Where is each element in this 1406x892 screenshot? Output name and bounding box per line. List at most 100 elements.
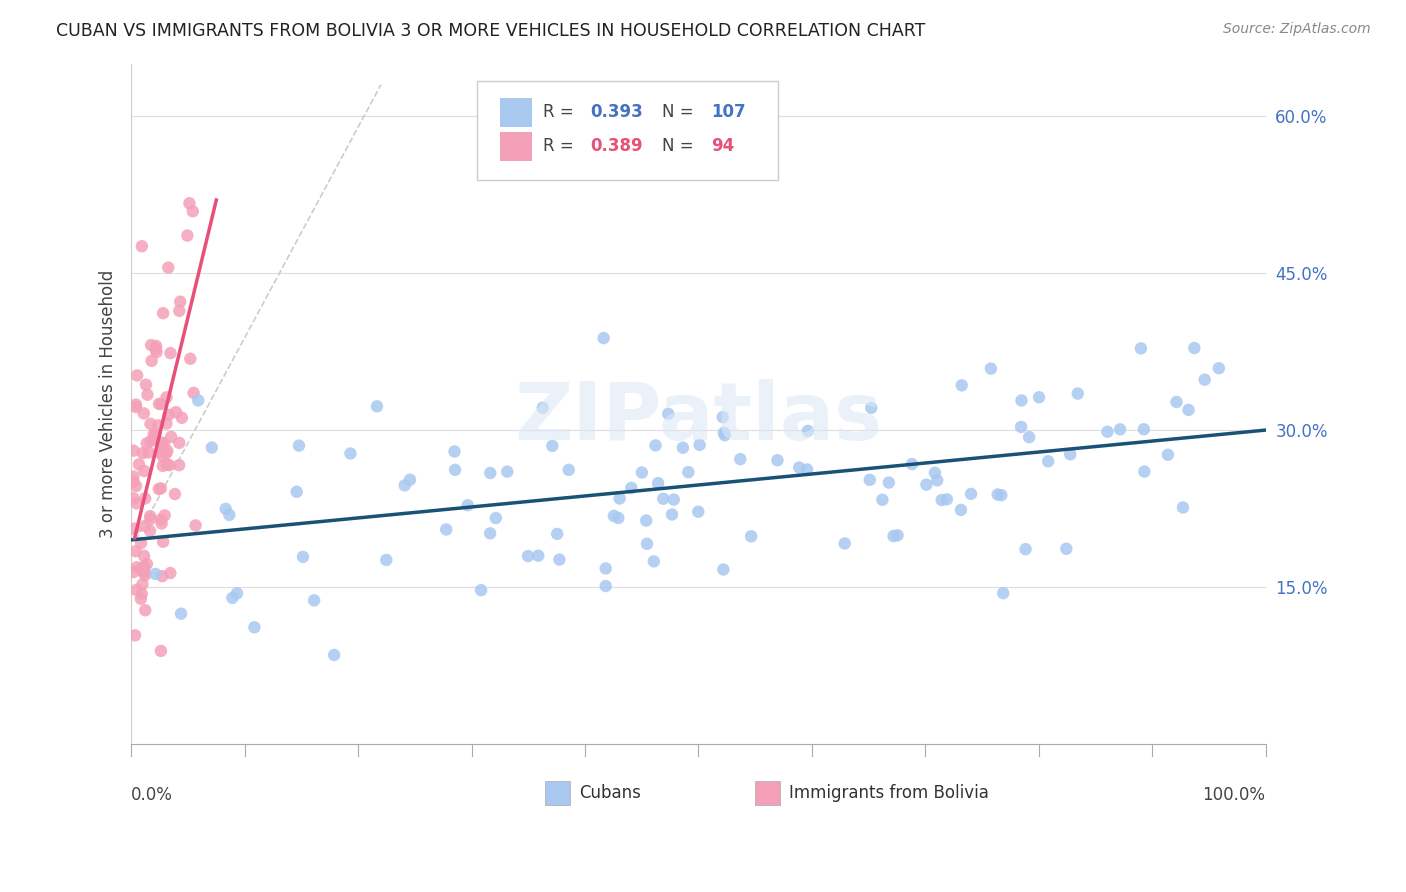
- Point: [139, 524, 162, 538]
- Point: [135, 377, 157, 392]
- Point: [141, 354, 163, 368]
- Point: [713, 425, 735, 440]
- Point: [991, 586, 1014, 600]
- Point: [163, 487, 186, 501]
- Point: [152, 306, 174, 320]
- Point: [150, 569, 173, 583]
- Point: [1129, 342, 1152, 356]
- Point: [156, 458, 179, 472]
- Point: [949, 503, 972, 517]
- Point: [122, 469, 145, 483]
- Point: [886, 528, 908, 542]
- Point: [165, 405, 187, 419]
- Point: [157, 260, 180, 275]
- Point: [394, 478, 416, 492]
- Text: 0.0%: 0.0%: [131, 786, 173, 804]
- Point: [479, 526, 502, 541]
- Point: [796, 462, 818, 476]
- Point: [131, 239, 153, 253]
- Point: [145, 427, 167, 442]
- Point: [766, 453, 789, 467]
- Point: [122, 443, 145, 458]
- Point: [644, 438, 666, 452]
- Point: [187, 393, 209, 408]
- Point: [135, 436, 157, 450]
- Point: [122, 522, 145, 536]
- Point: [155, 446, 177, 460]
- Point: [546, 527, 568, 541]
- Y-axis label: 3 or more Vehicles in Household: 3 or more Vehicles in Household: [100, 269, 117, 538]
- Point: [125, 398, 148, 412]
- Point: [135, 557, 157, 571]
- Point: [150, 512, 173, 526]
- Point: [711, 562, 734, 576]
- Point: [145, 345, 167, 359]
- Text: 0.389: 0.389: [591, 137, 644, 155]
- Point: [434, 523, 457, 537]
- Point: [531, 401, 554, 415]
- Point: [181, 204, 204, 219]
- Point: [134, 603, 156, 617]
- Text: Cubans: Cubans: [579, 784, 641, 802]
- Point: [156, 443, 179, 458]
- Text: 107: 107: [711, 103, 745, 121]
- Point: [592, 331, 614, 345]
- Point: [714, 428, 737, 442]
- Point: [179, 351, 201, 366]
- Text: N =: N =: [662, 103, 699, 121]
- Point: [139, 512, 162, 526]
- Point: [131, 577, 153, 591]
- Point: [1177, 403, 1199, 417]
- Point: [960, 487, 983, 501]
- Point: [124, 628, 146, 642]
- Point: [153, 508, 176, 523]
- Point: [148, 397, 170, 411]
- Point: [652, 491, 675, 506]
- Point: [139, 509, 162, 524]
- Point: [132, 549, 155, 563]
- Point: [159, 566, 181, 580]
- Point: [1028, 390, 1050, 404]
- Point: [169, 294, 191, 309]
- Point: [834, 536, 856, 550]
- Point: [444, 463, 467, 477]
- Point: [662, 492, 685, 507]
- Point: [146, 418, 169, 433]
- Point: [1133, 465, 1156, 479]
- Point: [148, 482, 170, 496]
- Point: [145, 339, 167, 353]
- Text: R =: R =: [543, 137, 579, 155]
- Point: [883, 529, 905, 543]
- Point: [134, 464, 156, 478]
- Point: [221, 591, 243, 605]
- Point: [1067, 386, 1090, 401]
- Point: [132, 406, 155, 420]
- Point: [980, 361, 1002, 376]
- Point: [134, 491, 156, 506]
- Point: [470, 583, 492, 598]
- Point: [215, 501, 238, 516]
- Point: [1036, 454, 1059, 468]
- Point: [122, 475, 145, 489]
- Point: [607, 511, 630, 525]
- Text: R =: R =: [543, 103, 579, 121]
- Point: [201, 441, 224, 455]
- Point: [620, 481, 643, 495]
- Point: [179, 196, 201, 211]
- Point: [152, 458, 174, 473]
- Point: [132, 446, 155, 460]
- Point: [149, 482, 172, 496]
- Point: [541, 439, 564, 453]
- Point: [150, 435, 173, 450]
- Point: [643, 554, 665, 568]
- Point: [457, 498, 479, 512]
- Point: [176, 228, 198, 243]
- Point: [375, 553, 398, 567]
- Point: [134, 568, 156, 582]
- Point: [149, 644, 172, 658]
- Point: [548, 552, 571, 566]
- Point: [285, 484, 308, 499]
- Point: [1194, 373, 1216, 387]
- Point: [142, 427, 165, 442]
- Point: [689, 438, 711, 452]
